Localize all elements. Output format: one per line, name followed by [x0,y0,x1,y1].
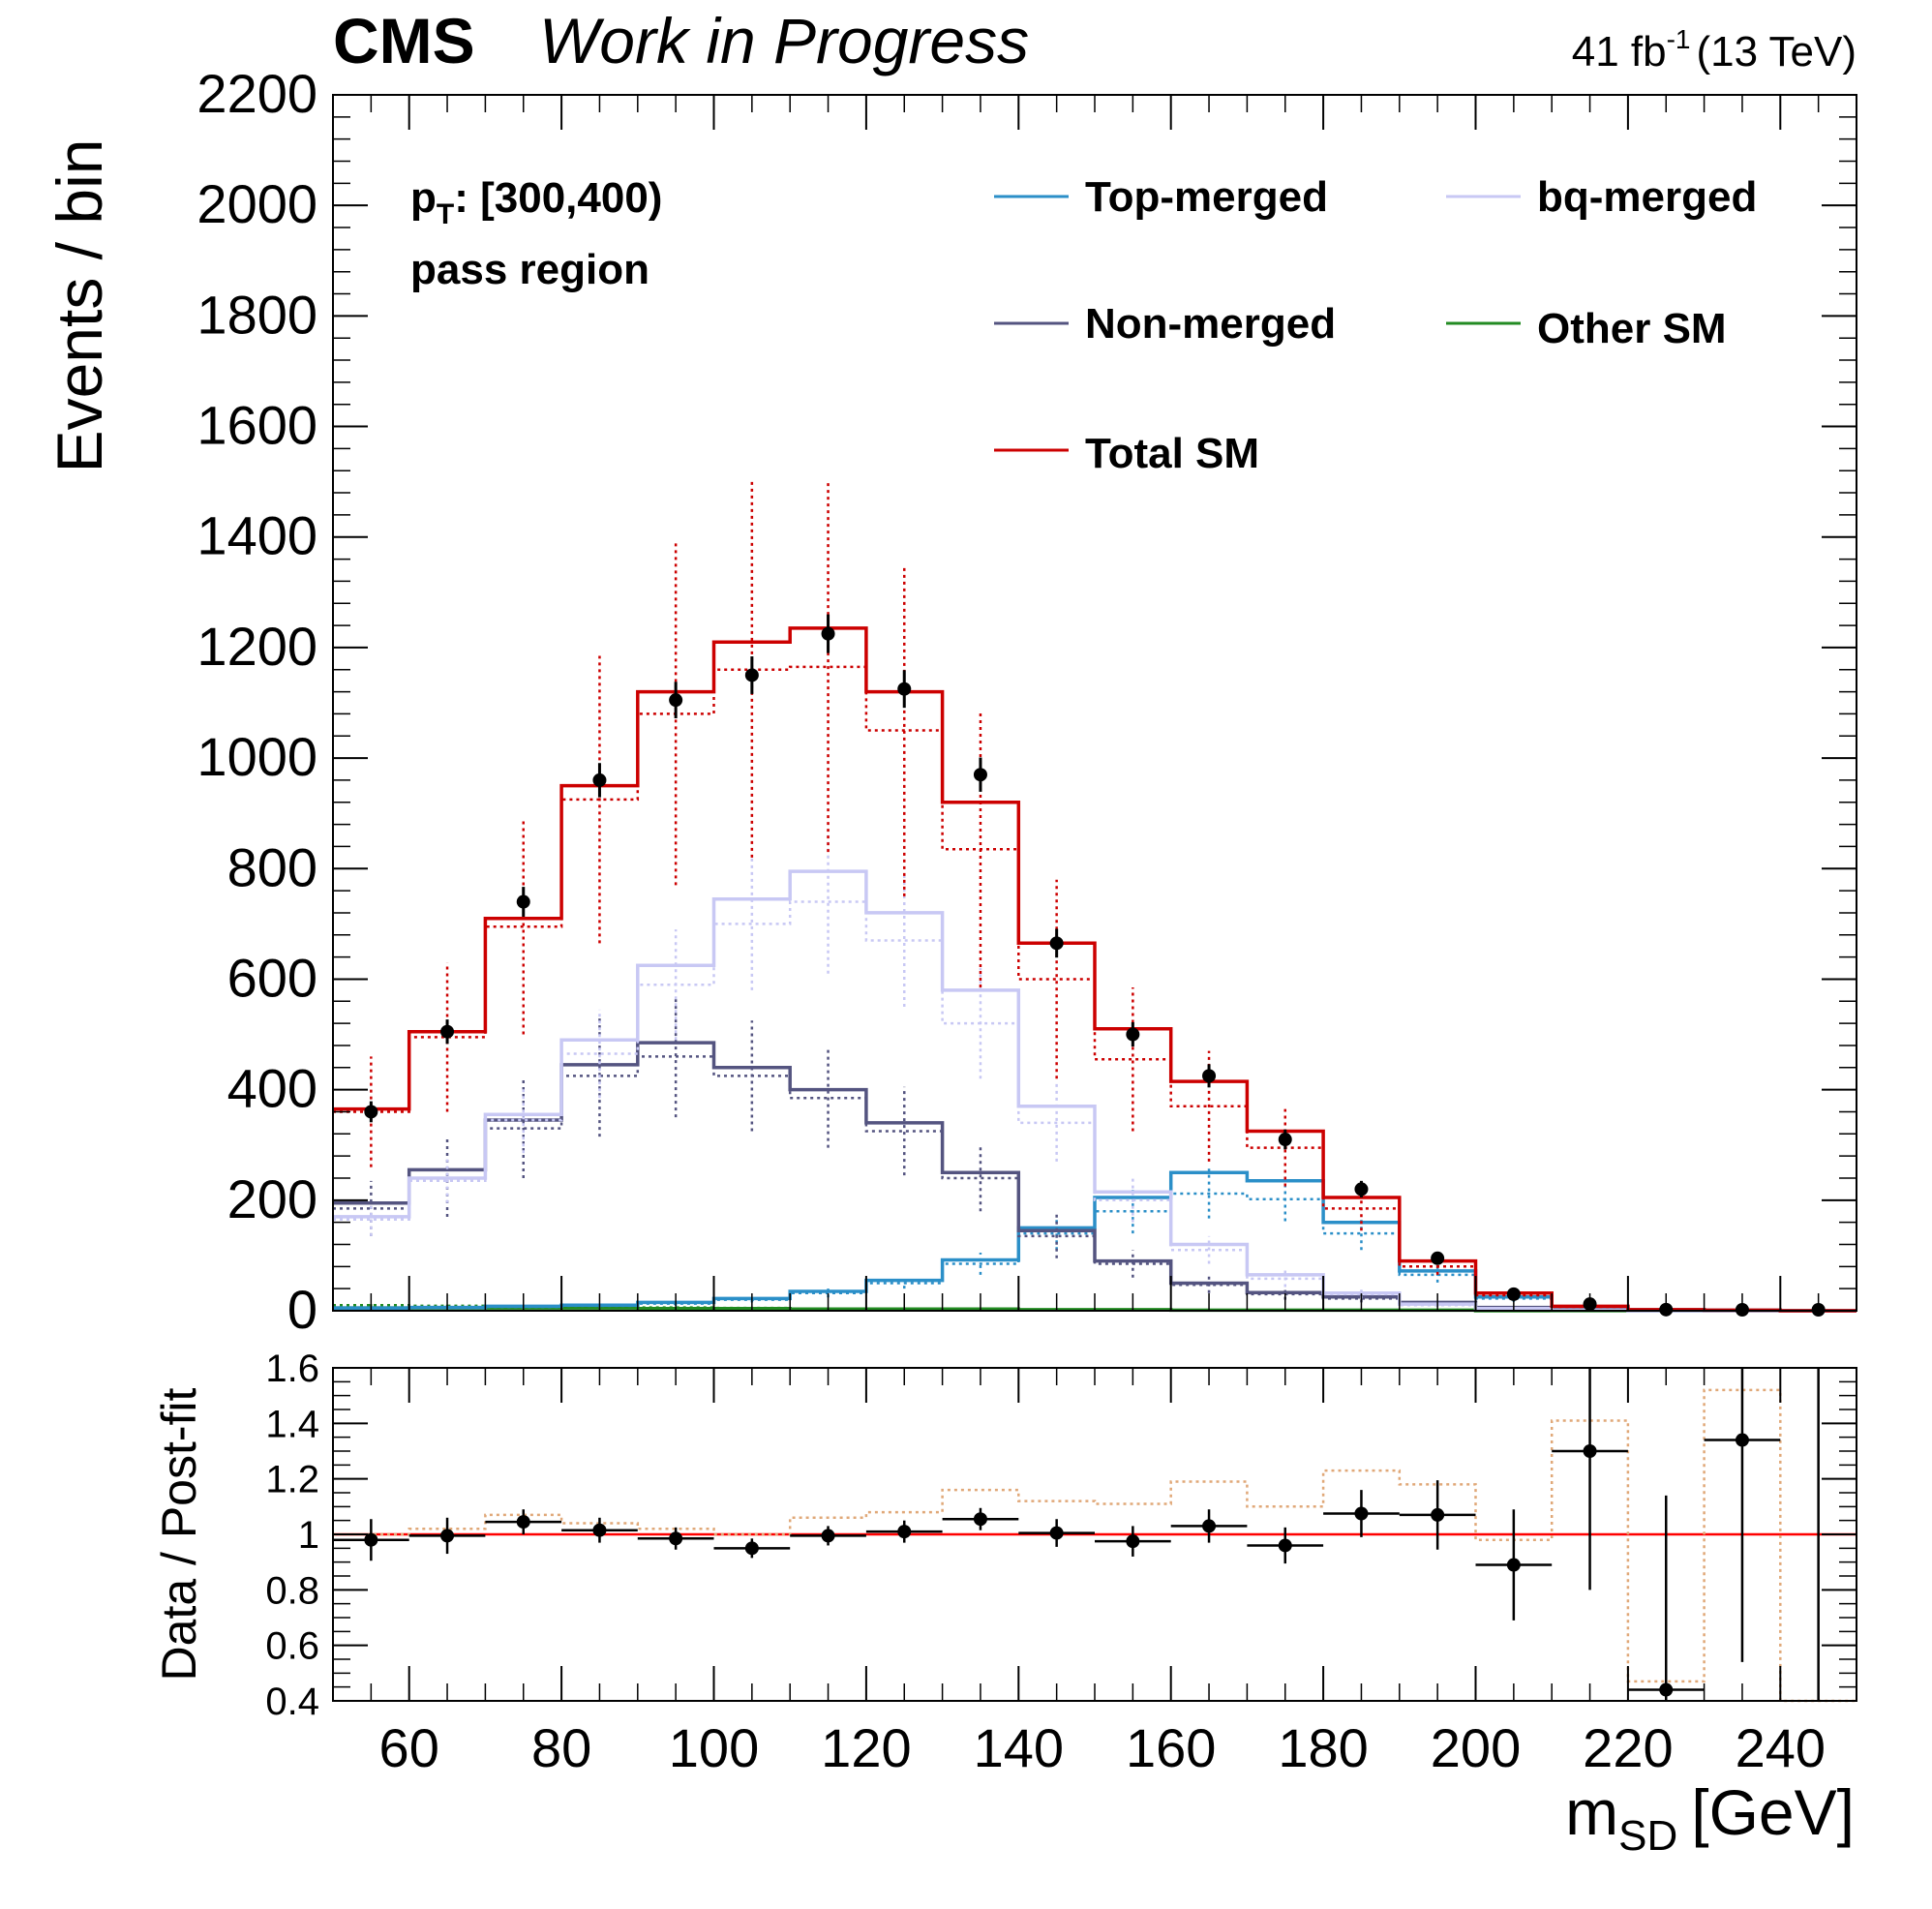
y-tick-label: 1400 [196,505,317,566]
ratio-point [1354,1506,1369,1521]
ratio-point [744,1541,759,1556]
x-axis-label: mSD [GeV] [1565,1776,1855,1860]
ratio-y-tick-label: 1.6 [265,1348,319,1390]
data-point [1126,1027,1140,1042]
data-point [973,768,987,782]
legend-label-other-sm: Other SM [1537,305,1727,352]
y-tick-label: 400 [227,1058,317,1119]
legend-entry-top-merged: Top-merged [994,173,1328,221]
ratio-point [1431,1507,1445,1522]
x-tick-label: 120 [821,1717,911,1778]
y-tick-label: 0 [287,1279,317,1340]
ratio-content [333,1368,1857,1703]
ratio-y-tick-label: 1 [298,1514,319,1557]
experiment-label: CMS [333,5,475,76]
data-point [669,693,683,708]
legend-label-non-merged: Non-merged [1085,300,1336,348]
ratio-point [821,1529,835,1543]
ratio-point [440,1529,455,1543]
y-tick-label: 2200 [196,63,317,124]
data-point [516,894,530,909]
ratio-y-tick-label: 0.4 [265,1681,319,1723]
ratio-axis-ticks: 0.4 0.6 0.8 1 1.2 1.4 1.6 60 80 100 120 140 160 180 20… [265,1348,1857,1778]
ratio-panel: 0.4 0.6 0.8 1 1.2 1.4 1.6 60 80 100 120 140 160 180 20… [152,1348,1857,1860]
legend-label-total-sm: Total SM [1085,430,1259,477]
ratio-point [364,1532,378,1547]
x-tick-label: 160 [1126,1717,1216,1778]
ratio-y-axis-label: Data / Post-fit [152,1387,206,1681]
data-point [821,626,835,641]
legend-entry-non-merged: Non-merged [994,300,1336,348]
data-point [1354,1182,1369,1197]
status-label: Work in Progress [539,5,1029,76]
y-tick-label: 200 [227,1168,317,1229]
ratio-y-tick-label: 0.6 [265,1625,319,1668]
pt-annotation: pT: [300,400) [410,174,662,230]
y-tick-label: 1600 [196,395,317,456]
main-axis-ticks: 0 200 400 600 800 1000 1200 1400 1600 1800 2000 220… [196,63,1857,1340]
ratio-point [973,1512,987,1527]
x-tick-label: 240 [1736,1717,1826,1778]
x-tick-label: 140 [974,1717,1064,1778]
main-panel: 0 200 400 600 800 1000 1200 1400 1600 1800 2000 220… [44,63,1857,1340]
x-tick-label: 200 [1431,1717,1521,1778]
x-tick-label: 80 [531,1717,591,1778]
x-tick-label: 180 [1278,1717,1368,1778]
ratio-point [669,1531,683,1546]
data-point [440,1024,455,1039]
legend-label-bq-merged: bq-merged [1537,173,1757,221]
main-y-axis-label: Events / bin [44,139,115,473]
ratio-point [592,1523,607,1537]
data-points [364,614,1826,1317]
data-point [1431,1251,1445,1265]
y-tick-label: 1200 [196,616,317,677]
ratio-y-tick-label: 1.4 [265,1403,319,1445]
ratio-point [1049,1526,1064,1540]
legend-entry-bq-merged: bq-merged [1446,173,1757,221]
data-point [897,682,912,696]
legend: Top-merged bq-merged Non-merged Other SM… [994,173,1757,477]
prefit-line-non-merged [333,1055,1857,1313]
y-tick-label: 800 [227,836,317,897]
ratio-y-tick-label: 1.2 [265,1459,319,1501]
y-tick-label: 600 [227,947,317,1008]
ratio-point [1735,1433,1749,1447]
data-point [1278,1133,1292,1147]
series-bq-merged [333,830,1857,1313]
x-tick-label: 100 [669,1717,759,1778]
ratio-point [1126,1534,1140,1549]
region-annotation: pass region [410,246,649,293]
ratio-point [1583,1444,1597,1458]
y-tick-label: 1800 [196,284,317,345]
y-tick-label: 1000 [196,726,317,787]
ratio-point [1202,1519,1217,1533]
ratio-point [516,1515,530,1530]
y-tick-label: 2000 [196,173,317,234]
ratio-point [1506,1558,1521,1572]
legend-label-top-merged: Top-merged [1085,173,1328,221]
ratio-data-points [333,1368,1820,1701]
ratio-point [1278,1538,1292,1553]
legend-entry-other-sm: Other SM [1446,305,1727,352]
luminosity-label: 41 fb-1 (13 TeV) [1572,24,1857,76]
data-point [592,773,607,787]
data-point [744,668,759,682]
data-point [1202,1069,1217,1083]
x-tick-label: 220 [1583,1717,1673,1778]
x-tick-label: 60 [379,1717,439,1778]
ratio-y-tick-label: 0.8 [265,1569,319,1612]
legend-entry-total-sm: Total SM [994,430,1259,477]
ratio-point [897,1525,912,1539]
data-point [1049,936,1064,951]
postfit-line-bq-merged [333,869,1857,1313]
data-point [364,1105,378,1119]
